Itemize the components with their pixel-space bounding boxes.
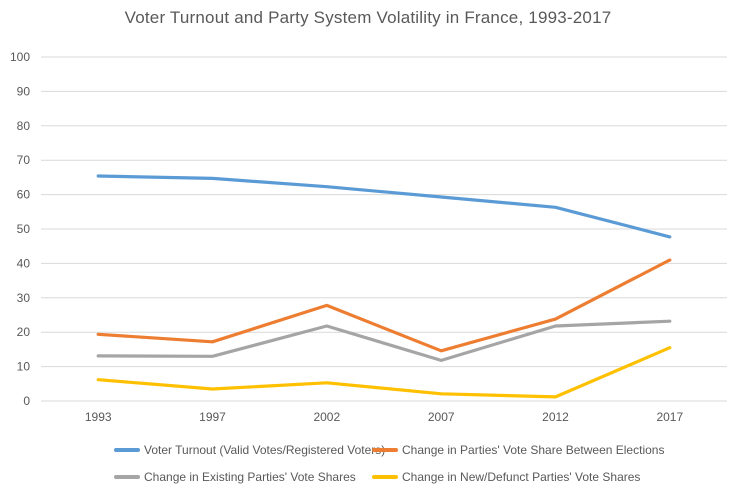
chart-plot: 0 10 20 30 40 50 60 70 80 90 100 1993 1997 2002 2007 20… <box>10 50 727 424</box>
total-volatility-swatch-icon <box>372 448 398 452</box>
y-tick-label: 90 <box>17 84 31 98</box>
legend-item-total-volatility: Change in Parties' Vote Share Between El… <box>372 442 664 458</box>
y-tick-label: 30 <box>17 291 31 305</box>
x-tick-label: 2002 <box>313 410 340 424</box>
legend-label: Change in Parties' Vote Share Between El… <box>402 443 665 457</box>
x-tick-label: 2007 <box>428 410 455 424</box>
voter-turnout-line <box>96 174 672 239</box>
legend-label: Voter Turnout (Valid Votes/Registered Vo… <box>144 443 386 457</box>
y-tick-label: 20 <box>17 325 31 339</box>
x-tick-label: 2012 <box>542 410 569 424</box>
y-tick-label: 70 <box>17 153 31 167</box>
chart-legend: Voter Turnout (Valid Votes/Registered Vo… <box>0 432 736 492</box>
legend-item-voter-turnout: Voter Turnout (Valid Votes/Registered Vo… <box>114 442 385 458</box>
legend-label: Change in New/Defunct Parties' Vote Shar… <box>402 470 641 484</box>
y-tick-label: 50 <box>17 222 31 236</box>
y-tick-label: 80 <box>17 119 31 133</box>
y-tick-label: 10 <box>17 360 31 374</box>
x-tick-label: 1997 <box>199 410 226 424</box>
y-tick-label: 60 <box>17 188 31 202</box>
y-tick-label: 40 <box>17 256 31 270</box>
new-defunct-parties-volatility-line <box>96 346 672 399</box>
total-volatility-line <box>96 258 672 353</box>
x-tick-label: 2017 <box>656 410 683 424</box>
x-tick-label: 1993 <box>85 410 112 424</box>
chart-title: Voter Turnout and Party System Volatilit… <box>124 8 612 27</box>
legend-item-new-defunct-parties: Change in New/Defunct Parties' Vote Shar… <box>372 469 640 485</box>
existing-parties-swatch-icon <box>114 475 140 479</box>
new-defunct-parties-swatch-icon <box>372 475 398 479</box>
y-tick-label: 0 <box>23 394 30 408</box>
y-tick-label: 100 <box>10 50 30 64</box>
existing-parties-volatility-line <box>96 319 672 362</box>
legend-label: Change in Existing Parties' Vote Shares <box>144 470 356 484</box>
legend-item-existing-parties: Change in Existing Parties' Vote Shares <box>114 469 356 485</box>
voter-turnout-swatch-icon <box>114 448 140 452</box>
